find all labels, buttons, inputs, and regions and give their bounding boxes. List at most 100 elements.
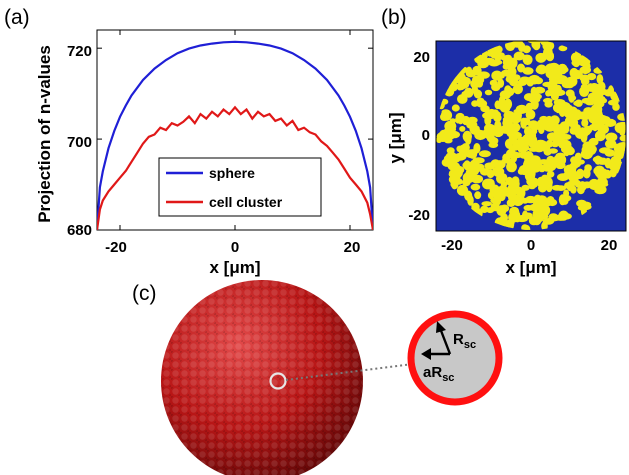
cell-blob — [564, 165, 576, 172]
cell-blob — [465, 169, 474, 178]
cell-blob — [490, 51, 499, 59]
cell-blob — [531, 202, 543, 211]
cell-blob — [580, 83, 589, 90]
cell-blob — [474, 191, 482, 200]
cell-blob — [594, 165, 605, 174]
cell-blob — [614, 122, 626, 134]
cell-blob — [538, 125, 545, 134]
cell-blob — [517, 215, 526, 222]
cell-blob — [463, 87, 474, 98]
cell-blob — [509, 206, 520, 217]
cell-blob — [552, 215, 560, 222]
cell-blob — [548, 117, 559, 127]
cell-blob — [554, 155, 561, 163]
y-tick-label: -20 — [408, 207, 430, 224]
legend-box — [158, 157, 322, 217]
cell-blob — [500, 214, 506, 222]
cell-blob — [558, 45, 568, 52]
cell-blob — [502, 222, 515, 228]
chart-a: sphere cell cluster -20 0 20 680 700 720… — [35, 29, 374, 277]
cell-blob — [592, 156, 604, 163]
y-axis-label-b: y [μm] — [386, 112, 405, 163]
cell-blob — [588, 110, 599, 121]
cell-blob — [569, 67, 579, 78]
cell-blob — [574, 128, 587, 139]
legend-a: sphere cell cluster — [158, 157, 322, 217]
cell-blob — [562, 122, 570, 134]
cell-blob — [472, 75, 485, 85]
cell-blob — [581, 97, 592, 104]
cell-blob — [502, 115, 514, 124]
cell-blob — [486, 169, 495, 179]
y-tick-label: 680 — [67, 222, 92, 239]
cell-blob — [553, 124, 564, 135]
cell-blob — [483, 57, 496, 65]
cell-blob — [588, 123, 600, 131]
cell-blob — [455, 116, 462, 124]
cell-blob — [529, 164, 541, 173]
cell-blob — [561, 145, 574, 154]
cell-blob — [462, 130, 472, 142]
cell-blob — [605, 139, 617, 149]
cell-blob — [599, 96, 606, 102]
cell-blob — [532, 209, 541, 219]
cell-blob — [550, 92, 559, 101]
cell-blob — [497, 102, 505, 110]
chart-b: 20 0 -20 -20 0 20 x [μm] y [μm] — [386, 40, 627, 277]
cell-blob — [522, 67, 534, 75]
cell-blob — [463, 160, 471, 171]
cell-blob — [612, 103, 620, 111]
x-axis-label-b: x [μm] — [505, 258, 556, 277]
cell-blob — [596, 74, 604, 85]
plot-frame-b — [435, 40, 627, 232]
cell-blob — [544, 162, 557, 172]
cell-blob — [576, 55, 588, 63]
cell-blob — [499, 90, 512, 100]
cell-blob — [583, 167, 591, 179]
cell-blob — [506, 198, 516, 207]
arrowhead-icon — [421, 348, 431, 360]
cell-blob — [577, 185, 585, 195]
cell-blob — [580, 203, 592, 211]
single-cell-inset — [407, 310, 503, 406]
cell-blob — [593, 100, 605, 108]
cell-blob — [511, 40, 524, 48]
cell-blob — [604, 118, 612, 125]
x-tick-label: -20 — [105, 239, 127, 256]
cell-blob — [500, 125, 509, 133]
cell-blob — [465, 117, 475, 127]
x-tick-label: 0 — [527, 237, 535, 254]
cell-blob — [587, 83, 595, 92]
y-tick-label: 720 — [67, 43, 92, 60]
cell-blob — [525, 109, 536, 120]
cell-blob — [539, 213, 549, 220]
cell-blob — [599, 147, 611, 154]
cell-blob — [547, 198, 558, 207]
cell-blob — [448, 130, 460, 139]
cell-blob — [441, 158, 453, 167]
cell-blob — [527, 40, 537, 44]
cell-blob — [525, 102, 533, 112]
cell-blob — [566, 183, 575, 192]
cell-blob — [576, 168, 585, 179]
y-tick-label: 0 — [422, 127, 430, 144]
y-axis-label-a: Projection of n-values — [35, 45, 54, 223]
panel-label-a: (a) — [4, 6, 30, 29]
x-tick-label: 20 — [601, 237, 618, 254]
cell-blob — [573, 157, 582, 168]
panel-label-c: (c) — [132, 282, 157, 305]
cell-blob — [557, 63, 568, 75]
cell-blob — [619, 134, 626, 142]
cell-blob — [459, 76, 471, 86]
cell-blob — [508, 144, 520, 151]
cell-blob — [589, 145, 597, 154]
cell-blob — [472, 65, 482, 76]
cell-blob — [515, 104, 528, 114]
zoom-connector-line — [285, 363, 414, 381]
zoom-marker-circle — [269, 372, 287, 390]
panel-label-b: (b) — [381, 6, 407, 29]
cell-blob — [456, 184, 469, 196]
series-line-cell-cluster — [97, 105, 373, 230]
cell-blob — [523, 160, 532, 169]
cell-blob — [565, 89, 575, 97]
